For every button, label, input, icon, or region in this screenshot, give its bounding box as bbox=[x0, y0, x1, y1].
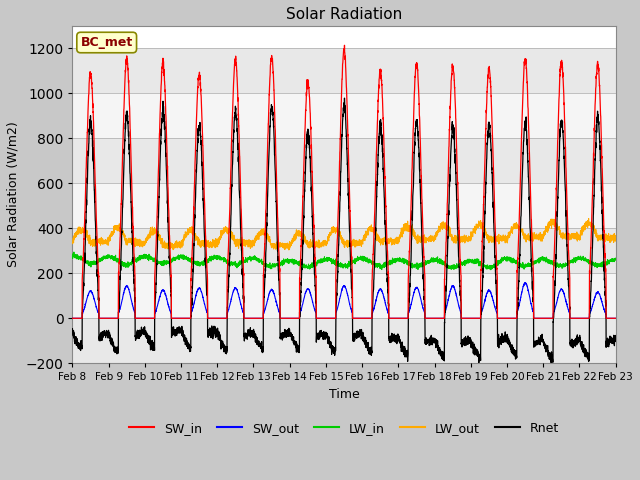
Bar bbox=[72, 94, 616, 138]
Legend: SW_in, SW_out, LW_in, LW_out, Rnet: SW_in, SW_out, LW_in, LW_out, Rnet bbox=[124, 417, 564, 440]
Title: Solar Radiation: Solar Radiation bbox=[286, 7, 402, 22]
Bar bbox=[72, 138, 616, 183]
Bar bbox=[72, 48, 616, 94]
X-axis label: Time: Time bbox=[329, 388, 360, 401]
Bar bbox=[72, 273, 616, 318]
Bar bbox=[72, 318, 616, 363]
Y-axis label: Solar Radiation (W/m2): Solar Radiation (W/m2) bbox=[7, 122, 20, 267]
Bar bbox=[72, 228, 616, 273]
Bar bbox=[72, 183, 616, 228]
Text: BC_met: BC_met bbox=[81, 36, 133, 49]
